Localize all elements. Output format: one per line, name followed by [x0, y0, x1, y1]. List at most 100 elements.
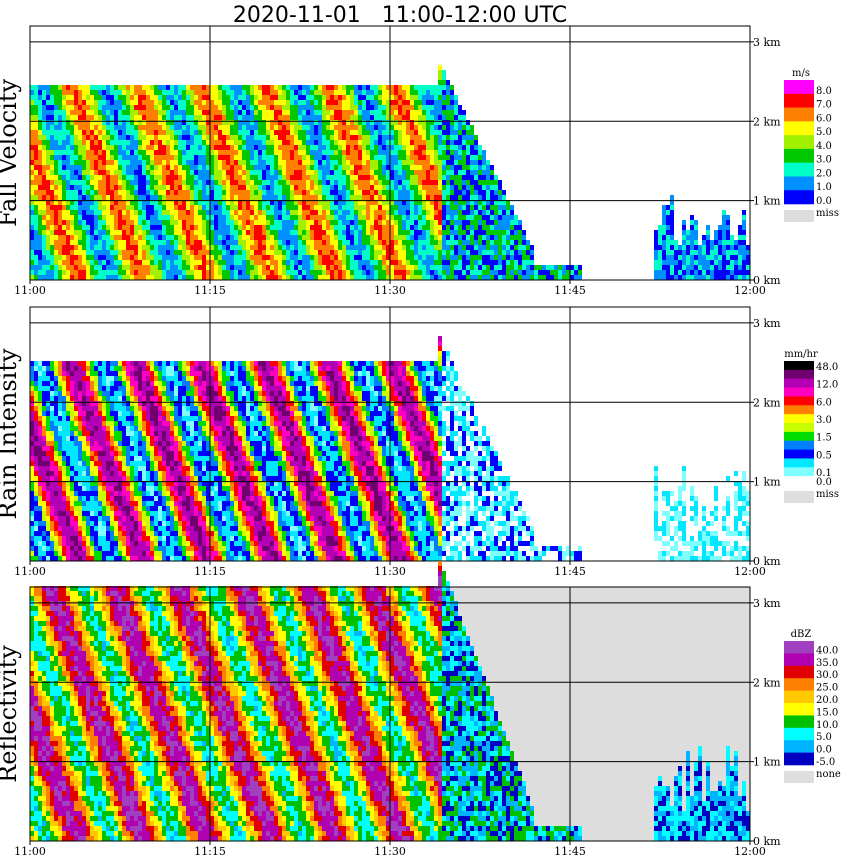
y-tick-label: 2 km — [753, 396, 781, 409]
colorbar-label: 0.0 — [816, 745, 832, 756]
colorbar-swatch — [784, 678, 814, 691]
colorbar-label: 0.0 — [816, 477, 832, 488]
colorbar-missing-swatch — [784, 491, 814, 503]
colorbar-label: 8.0 — [816, 86, 832, 97]
x-tick-label: 11:15 — [194, 845, 226, 858]
x-tick-label: 12:00 — [734, 845, 766, 858]
colorbar-label: 40.0 — [816, 645, 838, 656]
colorbar-missing-label: miss — [816, 208, 839, 219]
colorbar-label: 4.0 — [816, 141, 832, 152]
y-tick-label: 3 km — [753, 317, 781, 330]
colorbar-label: 0.5 — [816, 450, 832, 461]
colorbar-swatch — [784, 727, 814, 741]
y-tick-label: 1 km — [753, 756, 781, 769]
colorbar-swatch — [784, 653, 814, 667]
colorbar-label: 6.0 — [816, 397, 832, 408]
colorbar-label: 5.0 — [816, 127, 832, 138]
colorbar-swatch — [784, 162, 814, 177]
x-tick-label: 11:00 — [14, 565, 46, 578]
figure-title: 2020-11-01 11:00-12:00 UTC — [233, 3, 567, 28]
x-tick-label: 11:00 — [14, 284, 46, 297]
colorbar-swatch — [784, 449, 814, 459]
colorbar-label: 3.0 — [816, 155, 832, 166]
colorbar-swatch — [784, 431, 814, 442]
colorbar-swatch — [784, 752, 814, 766]
colorbar-unit: m/s — [792, 68, 810, 79]
colorbar-swatch — [784, 665, 814, 679]
colorbar-swatch — [784, 148, 814, 163]
colorbar-swatch — [784, 405, 814, 415]
colorbar-missing-swatch — [784, 210, 814, 222]
gridlines — [30, 307, 750, 561]
colorbar-swatch — [784, 361, 814, 371]
heatmap-cells — [30, 561, 750, 841]
colorbar-label: 35.0 — [816, 658, 838, 669]
colorbar-label: -5.0 — [816, 757, 835, 768]
colorbar-swatch — [784, 121, 814, 136]
colorbar-legend: dBZ 40.0 35.030.0 25.020.015.0 10.05.0 0.0-5.… — [784, 629, 841, 783]
colorbar-label: 0.0 — [816, 196, 832, 207]
panel-rain-intensity: 11:00 11:15 11:30 11:45 12:00 3 km 2 km 1 km 0 k… — [0, 306, 839, 578]
colorbar-label: 1.5 — [816, 433, 832, 444]
colorbar-swatch — [784, 135, 814, 150]
colorbar-swatch — [784, 423, 814, 433]
heatmap-cells — [30, 65, 750, 280]
x-tick-label: 11:45 — [554, 845, 586, 858]
colorbar-label: 1.0 — [816, 182, 832, 193]
colorbar-label: 2.0 — [816, 168, 832, 179]
colorbar-label: 7.0 — [816, 100, 832, 111]
colorbar-missing-label: none — [816, 769, 841, 780]
colorbar-swatch — [784, 387, 814, 397]
colorbar-swatch — [784, 80, 814, 95]
colorbar-swatch — [784, 190, 814, 205]
y-tick-label: 3 km — [753, 597, 781, 610]
colorbar-swatch — [784, 369, 814, 380]
colorbar-unit: mm/hr — [784, 349, 818, 360]
colorbar-swatch — [784, 467, 814, 477]
gridlines — [30, 26, 750, 280]
y-axis-label: Rain Intensity — [0, 348, 22, 520]
colorbar-label: 5.0 — [816, 732, 832, 743]
colorbar-label: 3.0 — [816, 415, 832, 426]
colorbar-label: 20.0 — [816, 695, 838, 706]
colorbar-swatch — [784, 476, 814, 486]
x-tick-label: 12:00 — [734, 565, 766, 578]
colorbar-label: 6.0 — [816, 113, 832, 124]
x-tick-label: 11:30 — [374, 565, 406, 578]
heatmap-cells — [30, 336, 750, 561]
x-tick-label: 12:00 — [734, 284, 766, 297]
gridlines — [30, 587, 750, 841]
y-tick-label: 0 km — [753, 274, 781, 287]
colorbar-swatch — [784, 715, 814, 729]
colorbar-label: 12.0 — [816, 380, 838, 391]
colorbar-swatch — [784, 690, 814, 704]
panel-fall-velocity: 11:00 11:15 11:30 11:45 12:00 3 km 2 km 1 km 0 k… — [0, 25, 839, 297]
colorbar-label: 0.1 — [816, 468, 832, 479]
y-axis-label: Reflectivity — [0, 645, 22, 783]
colorbar-label: 30.0 — [816, 670, 838, 681]
colorbar-label: 25.0 — [816, 683, 838, 694]
x-tick-label: 11:15 — [194, 565, 226, 578]
y-axis-label: Fall Velocity — [0, 79, 22, 228]
y-tick-label: 1 km — [753, 195, 781, 208]
y-tick-label: 0 km — [753, 555, 781, 568]
panel-reflectivity: 11:00 11:15 11:30 11:45 12:00 3 km 2 km 1 km 0 k… — [0, 561, 841, 858]
colorbar-label: 48.0 — [816, 362, 838, 373]
colorbar-swatch — [784, 440, 814, 450]
colorbar-swatch — [784, 414, 814, 424]
x-tick-label: 11:45 — [554, 565, 586, 578]
y-tick-label: 2 km — [753, 676, 781, 689]
colorbar-swatch — [784, 458, 814, 468]
y-tick-label: 1 km — [753, 476, 781, 489]
y-tick-label: 0 km — [753, 835, 781, 848]
colorbar-swatch — [784, 703, 814, 716]
y-tick-label: 2 km — [753, 115, 781, 128]
colorbar-swatch — [784, 396, 814, 406]
colorbar-missing-label: miss — [816, 489, 839, 500]
x-tick-label: 11:30 — [374, 284, 406, 297]
colorbar-label: 15.0 — [816, 707, 838, 718]
colorbar-swatch — [784, 93, 814, 108]
